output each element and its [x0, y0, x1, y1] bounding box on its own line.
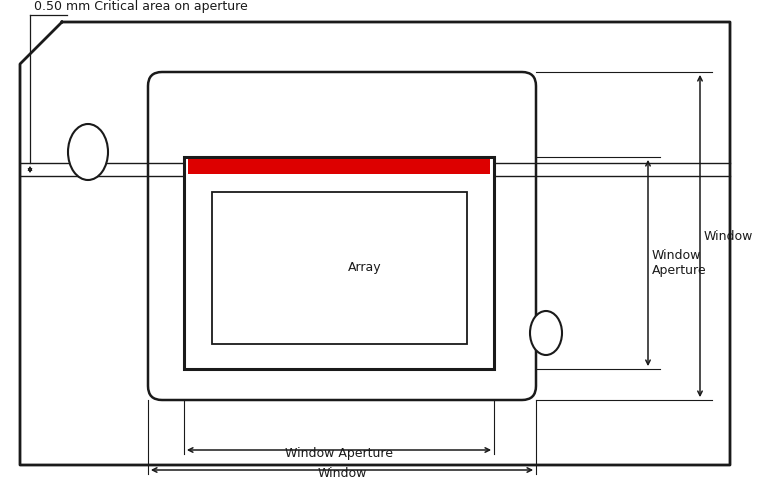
- Text: 0.50 mm Critical area on aperture: 0.50 mm Critical area on aperture: [34, 0, 247, 13]
- Text: Array: Array: [348, 261, 381, 274]
- Bar: [184, 157, 494, 369]
- Ellipse shape: [530, 311, 562, 355]
- Text: Window: Window: [317, 467, 367, 480]
- Bar: [212, 192, 467, 344]
- Ellipse shape: [68, 124, 108, 180]
- Text: Window
Aperture: Window Aperture: [652, 249, 706, 277]
- Text: Window Aperture: Window Aperture: [285, 447, 393, 460]
- Text: Window: Window: [704, 230, 754, 243]
- Bar: [188, 159, 490, 174]
- FancyBboxPatch shape: [148, 72, 536, 400]
